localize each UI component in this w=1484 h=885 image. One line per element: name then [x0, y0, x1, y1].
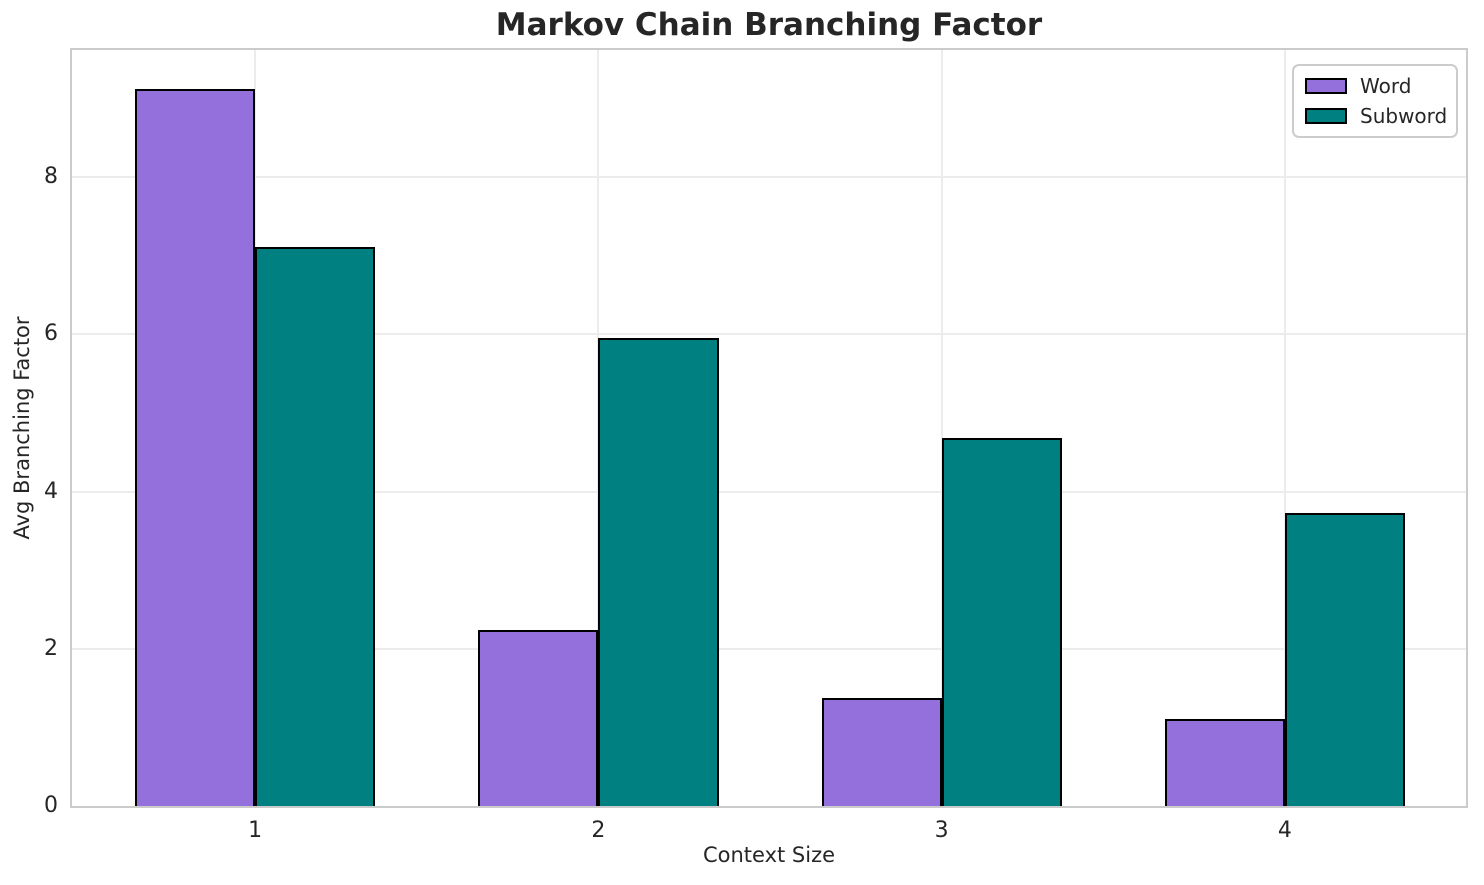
bar-subword-2	[598, 338, 719, 806]
legend: Word Subword	[1292, 64, 1458, 138]
bar-subword-1	[255, 247, 376, 806]
legend-label-subword: Subword	[1360, 104, 1448, 128]
chart-title: Markov Chain Branching Factor	[495, 7, 1043, 43]
x-tick-label: 4	[1277, 818, 1292, 843]
bar-word-2	[478, 629, 599, 806]
bar-subword-3	[941, 438, 1062, 806]
bar-word-3	[821, 697, 942, 806]
x-tick-label: 3	[934, 818, 949, 843]
bar-word-1	[134, 88, 256, 806]
y-tick-label: 0	[44, 793, 58, 818]
plot-area	[70, 48, 1468, 808]
x-axis-label: Context Size	[702, 843, 836, 867]
legend-swatch-subword	[1305, 108, 1347, 124]
legend-label-word: Word	[1360, 74, 1412, 98]
x-gridline	[1283, 50, 1286, 806]
y-gridline	[72, 333, 1466, 336]
legend-swatch-word	[1305, 78, 1347, 94]
bar-word-4	[1164, 718, 1285, 806]
y-tick-label: 4	[44, 478, 58, 504]
y-gridline	[72, 176, 1466, 179]
y-tick-label: 6	[44, 321, 58, 347]
bar-subword-4	[1284, 512, 1406, 806]
y-gridline	[72, 490, 1466, 493]
y-gridline	[72, 647, 1466, 650]
y-axis-label: Avg Branching Factor	[10, 316, 34, 540]
legend-item-subword: Subword	[1305, 104, 1448, 128]
y-tick-label: 2	[44, 635, 58, 661]
legend-item-word: Word	[1305, 75, 1445, 97]
x-tick-label: 1	[248, 818, 263, 843]
x-gridline	[940, 50, 943, 806]
x-tick-label: 2	[591, 818, 606, 843]
y-tick-label: 8	[44, 164, 58, 190]
